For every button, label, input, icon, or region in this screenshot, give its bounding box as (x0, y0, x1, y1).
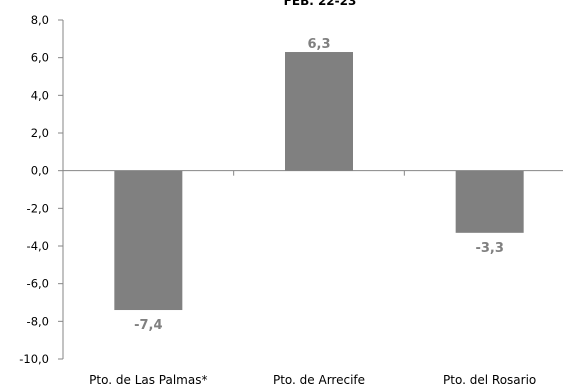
axes: 8,0 6,0 4,0 2,0 0,0 -2,0 -4,0 -6,0 -8,0 -10,0 (19, 13, 563, 366)
bar (114, 170, 183, 311)
bars (114, 52, 524, 311)
x-category-label: Pto. de Arrecife (273, 373, 365, 387)
y-tick-label: 2,0 (31, 126, 49, 140)
chart-title: FEB. 22-23 (284, 0, 357, 8)
bar (285, 52, 353, 171)
labels: -7,4 Pto. de Las Palmas* 6,3 Pto. de Arreci… (89, 37, 536, 387)
x-category-label: Pto. de Las Palmas* (89, 373, 207, 387)
y-tick-label: -2,0 (27, 201, 49, 215)
y-tick-label: -4,0 (27, 239, 49, 253)
x-category-label: Pto. del Rosario (443, 373, 536, 387)
y-tick-label: 8,0 (31, 13, 49, 27)
data-label: -7,4 (134, 318, 162, 333)
y-tick-label: 6,0 (31, 51, 49, 65)
y-tick-label: 4,0 (31, 88, 49, 102)
y-tick-label: -8,0 (27, 314, 49, 328)
y-tick-label: -6,0 (27, 277, 49, 291)
bar (455, 170, 524, 233)
y-tick-label: -10,0 (19, 352, 49, 366)
data-label: 6,3 (307, 37, 330, 52)
y-tick-label: 0,0 (31, 164, 49, 178)
data-label: -3,3 (475, 241, 503, 256)
